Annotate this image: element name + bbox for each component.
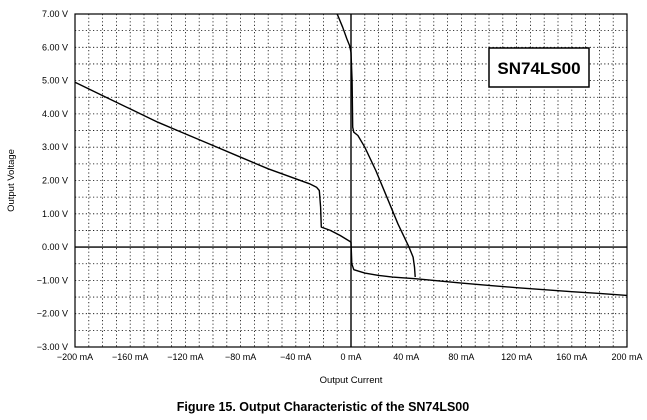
x-tick-label: −80 mA xyxy=(225,352,256,362)
y-tick-label: −1.00 V xyxy=(37,275,68,285)
series-line-1 xyxy=(74,81,352,243)
x-tick-label: 40 mA xyxy=(393,352,419,362)
series-line-4 xyxy=(350,242,628,297)
grid xyxy=(75,14,627,347)
y-tick-labels: −3.00 V −2.00 V −1.00 V 0.00 V 1.00 V 2.00 V 3… xyxy=(37,9,68,352)
annotation-box xyxy=(488,47,590,88)
x-tick-label: −120 mA xyxy=(167,352,203,362)
y-tick-label: 2.00 V xyxy=(42,176,68,186)
x-tick-label: 120 mA xyxy=(501,352,532,362)
annotation-text: SN74LS00 xyxy=(497,59,580,78)
figure-caption: Figure 15. Output Characteristic of the … xyxy=(177,400,469,414)
y-tick-label: 0.00 V xyxy=(42,242,68,252)
x-axis-title: Output Current xyxy=(320,375,383,386)
x-tick-label: 0 mA xyxy=(340,352,361,362)
series-layer xyxy=(74,13,628,297)
y-tick-label: 1.00 V xyxy=(42,209,68,219)
x-tick-label: −160 mA xyxy=(112,352,148,362)
y-axis-title: Output Voltage xyxy=(6,149,17,212)
x-tick-label: −200 mA xyxy=(57,352,93,362)
x-tick-label: 80 mA xyxy=(448,352,474,362)
y-tick-label: −2.00 V xyxy=(37,309,68,319)
series-line-2 xyxy=(336,13,352,53)
y-tick-label: 4.00 V xyxy=(42,109,68,119)
y-tick-label: 3.00 V xyxy=(42,142,68,152)
y-tick-label: −3.00 V xyxy=(37,342,68,352)
x-tick-label: −40 mA xyxy=(280,352,311,362)
y-tick-label: 6.00 V xyxy=(42,42,68,52)
y-tick-label: 5.00 V xyxy=(42,76,68,86)
device-annotation: SN74LS00 xyxy=(488,47,590,88)
x-tick-label: 160 mA xyxy=(556,352,587,362)
y-tick-label: 7.00 V xyxy=(42,9,68,19)
x-tick-labels: −200 mA −160 mA −120 mA −80 mA −40 mA 0 mA 40 … xyxy=(57,352,643,362)
x-tick-label: 200 mA xyxy=(611,352,642,362)
series-line-3 xyxy=(350,52,416,278)
plot-frame xyxy=(74,13,628,348)
